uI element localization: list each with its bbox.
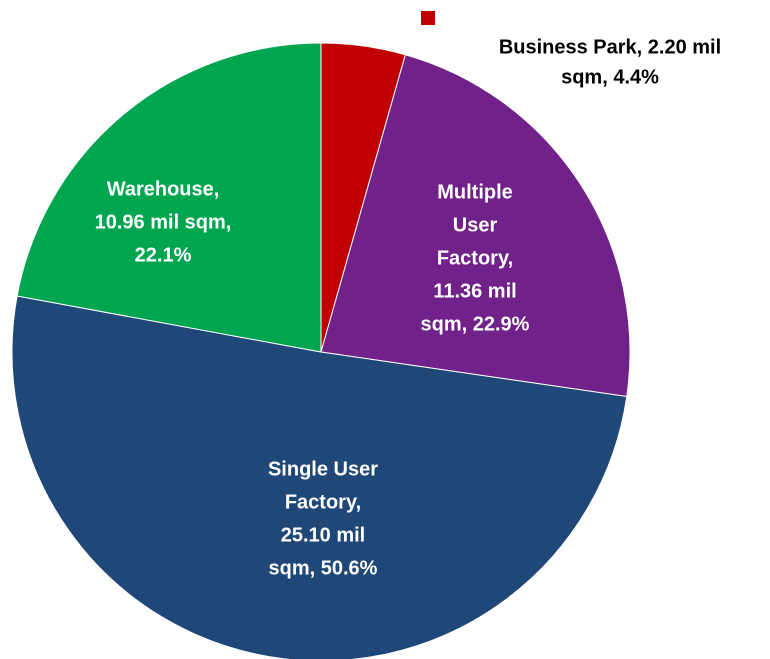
data-label: sqm, 22.9% bbox=[421, 313, 530, 335]
data-label: Single User bbox=[268, 458, 378, 480]
legend-key bbox=[421, 11, 435, 25]
data-label: sqm, 4.4% bbox=[561, 66, 659, 88]
data-label: 10.96 mil sqm, bbox=[95, 211, 232, 233]
pie-slice bbox=[16, 42, 322, 353]
data-label: Business Park, 2.20 mil bbox=[499, 36, 721, 58]
data-label: 25.10 mil bbox=[281, 524, 366, 546]
pie-slice bbox=[320, 54, 631, 398]
data-label: Factory, bbox=[285, 491, 361, 513]
data-label: 11.36 mil bbox=[433, 280, 516, 302]
data-label: Warehouse, bbox=[107, 178, 220, 200]
data-label: Factory, bbox=[437, 247, 513, 269]
data-label: 22.1% bbox=[135, 244, 192, 266]
pie-slice bbox=[11, 295, 628, 659]
data-label: Multiple bbox=[437, 181, 513, 203]
data-label: sqm, 50.6% bbox=[269, 557, 378, 579]
data-label: User bbox=[453, 214, 498, 236]
